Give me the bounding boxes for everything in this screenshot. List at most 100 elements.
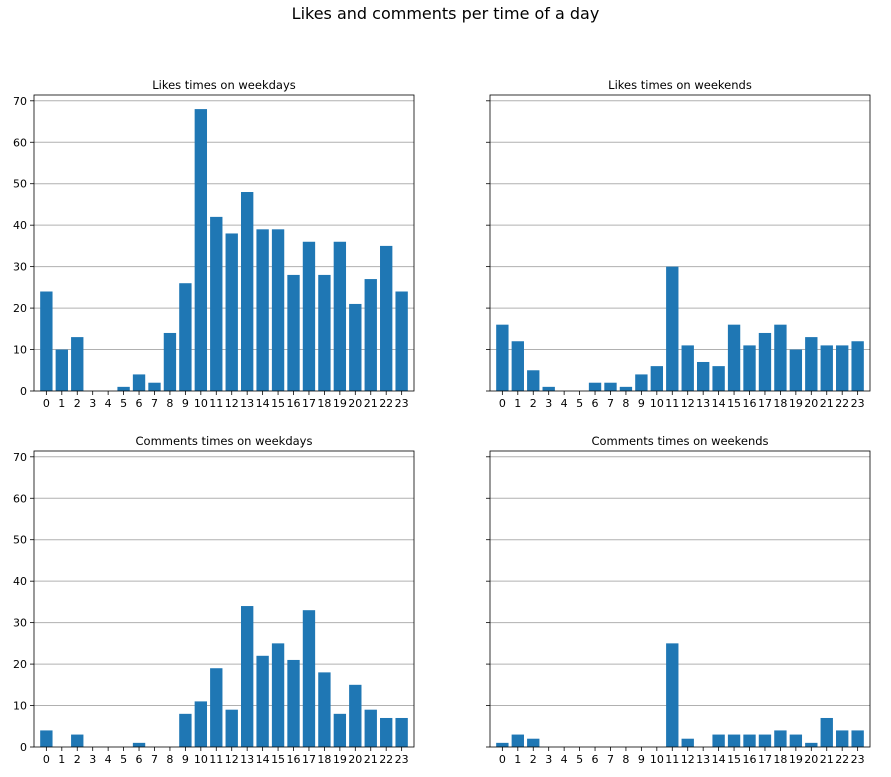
bar-23 (851, 341, 864, 391)
bar-8 (163, 332, 177, 391)
x-tick-label: 17 (302, 753, 316, 766)
y-tick-label: 70 (13, 95, 27, 108)
bar-12 (225, 709, 238, 747)
y-tick-label: 60 (13, 136, 27, 149)
x-tick-label: 20 (348, 753, 362, 766)
x-tick-label: 20 (804, 397, 818, 410)
x-tick-label: 0 (43, 753, 50, 766)
bar-2 (71, 734, 84, 747)
y-tick-label: 40 (13, 219, 27, 232)
bar-10 (194, 109, 208, 391)
subplot-title: Likes times on weekends (608, 78, 752, 92)
x-tick-label: 18 (773, 397, 787, 410)
bar-21 (820, 345, 833, 391)
x-tick-label: 10 (194, 397, 208, 410)
bar-14 (712, 366, 725, 391)
bar-18 (774, 730, 787, 747)
axes-frame (33, 450, 415, 748)
x-tick-label: 9 (638, 397, 645, 410)
bar-14 (712, 734, 725, 747)
x-tick-label: 19 (789, 397, 803, 410)
x-tick-label: 16 (743, 753, 757, 766)
figure-title: Likes and comments per time of a day (291, 4, 600, 23)
x-tick-label: 3 (545, 397, 552, 410)
bar-22 (836, 345, 849, 391)
x-tick-label: 18 (773, 753, 787, 766)
x-tick-label: 6 (592, 753, 599, 766)
x-tick-label: 10 (194, 753, 208, 766)
x-tick-label: 20 (348, 397, 362, 410)
y-tick-label: 50 (13, 178, 27, 191)
bar-9 (179, 283, 192, 391)
x-tick-label: 4 (561, 397, 568, 410)
bar-23 (395, 291, 408, 391)
bar-13 (240, 606, 254, 747)
x-tick-label: 7 (607, 753, 614, 766)
bar-21 (820, 717, 833, 747)
x-tick-label: 8 (166, 397, 173, 410)
x-tick-label: 11 (209, 753, 223, 766)
x-tick-label: 21 (820, 753, 834, 766)
x-tick-label: 6 (136, 397, 143, 410)
bar-0 (40, 730, 53, 747)
bar-21 (364, 279, 377, 391)
x-tick-label: 9 (638, 753, 645, 766)
x-tick-label: 4 (105, 753, 112, 766)
bar-3 (542, 386, 555, 391)
bar-9 (179, 713, 192, 747)
x-tick-label: 23 (395, 397, 409, 410)
bar-1 (55, 349, 68, 391)
bar-10 (650, 366, 664, 391)
x-tick-label: 4 (105, 397, 112, 410)
x-tick-label: 13 (696, 397, 710, 410)
bar-5 (117, 386, 130, 391)
x-tick-label: 2 (74, 753, 81, 766)
bar-1 (511, 341, 524, 391)
x-tick-label: 0 (43, 397, 50, 410)
x-tick-label: 0 (499, 397, 506, 410)
x-tick-label: 8 (166, 753, 173, 766)
bar-7 (604, 382, 617, 391)
bar-7 (148, 382, 161, 391)
x-tick-label: 5 (120, 753, 127, 766)
x-tick-label: 21 (364, 753, 378, 766)
x-tick-label: 3 (545, 753, 552, 766)
x-tick-label: 16 (287, 753, 301, 766)
bar-11 (210, 668, 223, 747)
bar-16 (287, 659, 300, 747)
bar-12 (681, 738, 694, 747)
bar-19 (789, 349, 803, 391)
x-tick-label: 16 (743, 397, 757, 410)
x-tick-label: 6 (136, 753, 143, 766)
bar-14 (256, 655, 269, 747)
x-tick-label: 7 (151, 753, 158, 766)
bar-1 (511, 734, 524, 747)
x-tick-label: 18 (317, 753, 331, 766)
bar-20 (349, 684, 362, 747)
x-tick-label: 2 (74, 397, 81, 410)
y-tick-label: 20 (13, 658, 27, 671)
bar-0 (496, 324, 509, 391)
x-tick-label: 10 (650, 397, 664, 410)
subplot-title: Likes times on weekdays (152, 78, 296, 92)
y-tick-label: 10 (13, 344, 27, 357)
x-tick-label: 12 (681, 753, 695, 766)
x-tick-label: 6 (592, 397, 599, 410)
bar-20 (805, 742, 818, 747)
x-tick-label: 1 (58, 397, 65, 410)
x-tick-label: 11 (209, 397, 223, 410)
x-tick-label: 11 (665, 753, 679, 766)
y-tick-label: 40 (13, 575, 27, 588)
x-tick-label: 7 (607, 397, 614, 410)
axes-frame (489, 450, 871, 748)
y-tick-label: 50 (13, 534, 27, 547)
x-tick-label: 22 (379, 753, 393, 766)
bar-15 (271, 229, 285, 391)
bar-20 (349, 303, 362, 391)
bar-14 (256, 229, 269, 391)
x-tick-label: 9 (182, 397, 189, 410)
x-tick-label: 9 (182, 753, 189, 766)
x-tick-label: 2 (530, 753, 537, 766)
